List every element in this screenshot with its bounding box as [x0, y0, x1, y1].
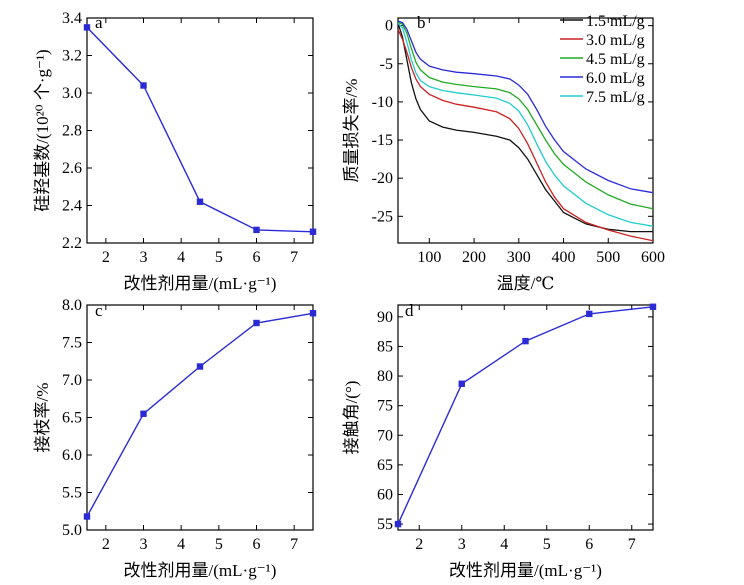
plot-frame — [86, 17, 314, 244]
y-tick-label: 55 — [377, 516, 393, 533]
x-tick-label: 4 — [177, 536, 185, 553]
y-tick-label: 7.5 — [62, 335, 82, 352]
data-point — [196, 198, 204, 205]
panel-letter: d — [405, 301, 414, 320]
data-point — [309, 310, 317, 317]
data-point — [394, 520, 402, 528]
y-tick-label: -15 — [372, 132, 393, 149]
x-tick-label: 400 — [552, 249, 576, 266]
y-tick-label: 80 — [377, 368, 393, 385]
x-tick-label: 7 — [628, 536, 636, 553]
panel-c: 2 3 4 5 6 7 5.0 5.5 6.0 6.5 7.0 7.5 8.0 c 改性剂用量/(mL·g⁻… — [33, 297, 317, 580]
y-tick-label: 70 — [377, 427, 393, 444]
legend-label: 4.5 mL/g — [586, 51, 645, 68]
y-axis-title: 接枝率/% — [33, 383, 52, 453]
x-tick-label: 7 — [290, 536, 298, 553]
x-tick-label: 6 — [585, 536, 593, 553]
x-tick-label: 5 — [215, 249, 223, 266]
series-line — [397, 23, 653, 233]
y-tick-label: 7.0 — [62, 372, 82, 389]
y-tick-label: 2.2 — [62, 235, 82, 252]
y-tick-label: 5.5 — [62, 485, 82, 502]
data-point — [522, 337, 529, 345]
x-axis-title: 温度/℃ — [497, 274, 555, 293]
x-tick-label: 7 — [290, 249, 298, 266]
y-tick-label: -25 — [372, 208, 393, 225]
x-axis-title: 改性剂用量/(mL·g⁻¹) — [124, 561, 277, 580]
series-line — [397, 20, 654, 194]
data-point — [83, 24, 91, 31]
y-tick-label: 8.0 — [62, 297, 82, 314]
y-tick-label: 75 — [377, 398, 393, 415]
y-tick-label: -20 — [372, 170, 393, 187]
data-point — [196, 363, 204, 370]
data-point — [586, 310, 593, 318]
y-tick-label: 5.0 — [62, 522, 82, 539]
x-tick-label: 4 — [500, 536, 508, 553]
y-tick-label: 6.0 — [62, 447, 82, 464]
x-axis-title: 改性剂用量/(mL·g⁻¹) — [124, 274, 277, 293]
panel-a: 2 3 4 5 6 7 2.2 2.4 2.6 2.8 3.0 3.2 3.4 a 改性剂用量/(mL·g⁻… — [33, 10, 317, 293]
series-line — [397, 29, 654, 242]
y-tick-label: -10 — [372, 94, 393, 111]
x-tick-label: 300 — [507, 249, 531, 266]
data-point — [458, 380, 465, 387]
y-tick-label: 3.4 — [62, 10, 82, 27]
x-tick-label: 100 — [417, 249, 441, 266]
data-point — [140, 410, 147, 417]
y-tick-label: 2.8 — [62, 123, 82, 140]
x-tick-label: 200 — [462, 249, 486, 266]
y-axis-title: 硅羟基数/(10²⁰ 个·g⁻¹) — [33, 49, 52, 211]
y-tick-label: 0 — [385, 18, 393, 35]
plot-frame — [397, 304, 654, 531]
legend-label: 6.0 mL/g — [586, 70, 645, 87]
series-line — [397, 21, 654, 210]
x-tick-label: 500 — [596, 249, 620, 266]
x-tick-label: 4 — [177, 249, 185, 266]
x-tick-label: 6 — [253, 249, 261, 266]
series-line — [397, 22, 654, 227]
y-tick-label: -5 — [380, 56, 393, 73]
y-axis-title: 质量损失率/% — [342, 79, 361, 183]
y-tick-label: 6.5 — [62, 410, 82, 427]
x-tick-label: 2 — [102, 536, 110, 553]
x-tick-label: 2 — [415, 536, 423, 553]
y-axis-title: 接触角/(°) — [342, 381, 361, 455]
y-tick-label: 90 — [377, 309, 393, 326]
x-tick-label: 5 — [215, 536, 223, 553]
data-point — [649, 303, 657, 310]
data-point — [140, 82, 147, 89]
x-tick-label: 5 — [543, 536, 551, 553]
plot-frame — [397, 17, 654, 244]
y-tick-label: 65 — [377, 457, 393, 474]
x-tick-label: 2 — [102, 249, 110, 266]
panel-b: 100 200 300 400 500 600 0 -5 -10 -15 -20 -25 b 温度/℃ 质量… — [342, 13, 665, 293]
x-tick-label: 3 — [140, 249, 148, 266]
y-tick-label: 2.6 — [62, 160, 82, 177]
legend-label: 3.0 mL/g — [586, 32, 645, 49]
panel-d: 2 3 4 5 6 7 55 60 65 70 75 80 85 90 d 改性剂用量/(mL·g⁻¹) 接触角… — [342, 301, 657, 580]
y-tick-label: 3.2 — [62, 48, 82, 65]
y-tick-label: 85 — [377, 338, 393, 355]
series-line — [86, 312, 314, 517]
y-tick-label: 3.0 — [62, 85, 82, 102]
y-tick-label: 60 — [377, 486, 393, 503]
legend-label: 7.5 mL/g — [586, 89, 645, 106]
data-point — [253, 319, 260, 327]
x-tick-label: 3 — [140, 536, 148, 553]
panel-letter: a — [95, 13, 103, 32]
x-tick-label: 600 — [641, 249, 665, 266]
plot-frame — [86, 304, 314, 531]
data-point — [253, 226, 260, 234]
legend-label: 1.5 mL/g — [586, 13, 645, 30]
data-point — [83, 513, 91, 520]
panel-letter: c — [95, 301, 103, 320]
data-point — [309, 228, 317, 235]
y-tick-label: 2.4 — [62, 198, 82, 215]
panel-letter: b — [417, 13, 426, 32]
x-tick-label: 6 — [253, 536, 261, 553]
x-tick-label: 3 — [458, 536, 466, 553]
x-axis-title: 改性剂用量/(mL·g⁻¹) — [449, 561, 602, 580]
